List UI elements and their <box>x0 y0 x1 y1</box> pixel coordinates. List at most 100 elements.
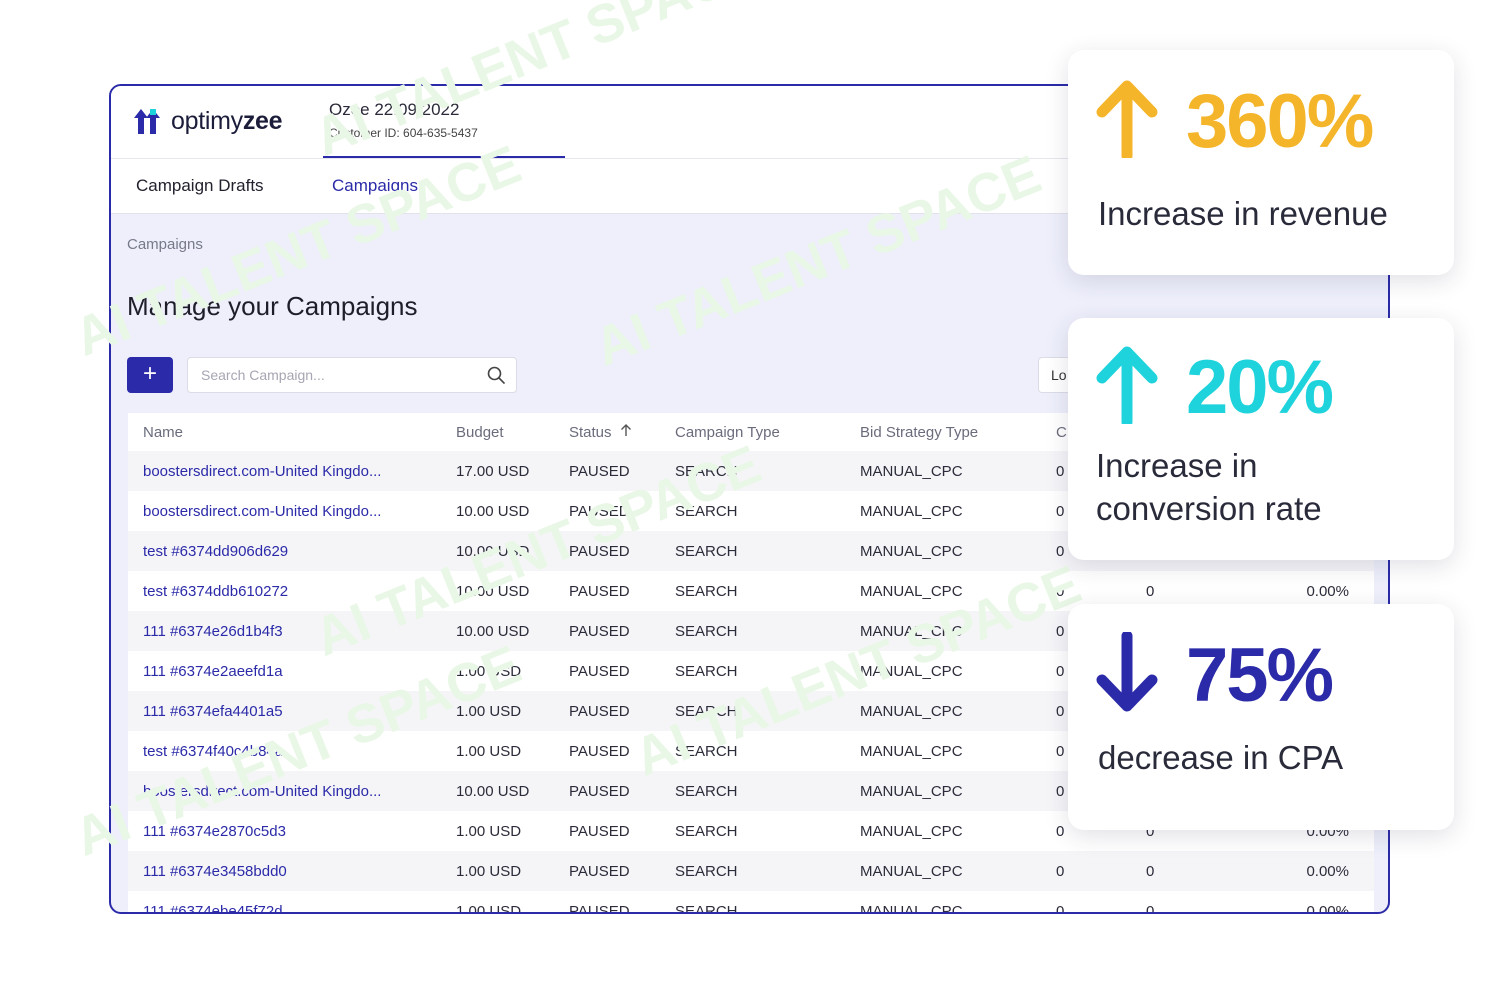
cell-budget: 10.00 USD <box>456 582 530 600</box>
column-header-status[interactable]: Status <box>554 413 660 451</box>
table-row[interactable]: test #6374f40c4b84a 1.00 USD PAUSED SEARCH M… <box>128 731 1374 771</box>
cell-7: 0.00% <box>1306 902 1349 914</box>
arrow-down-icon <box>1096 632 1158 712</box>
tab-campaigns[interactable]: Campaigns <box>332 176 418 195</box>
stat-value-cpa: 75% <box>1186 633 1334 718</box>
campaign-name-link[interactable]: boostersdirect.com-United Kingdo... <box>143 462 382 480</box>
campaign-name-link[interactable]: boostersdirect.com-United Kingdo... <box>143 782 382 800</box>
cell-status: PAUSED <box>569 902 630 914</box>
cell-campaign-type: SEARCH <box>660 531 845 571</box>
cell-campaign-type: SEARCH <box>660 771 845 811</box>
cell-7: 0.00% <box>1221 851 1374 891</box>
cell-name[interactable]: boostersdirect.com-United Kingdo... <box>128 451 441 491</box>
cell-bid-strategy: MANUAL_CPC <box>860 902 963 914</box>
campaign-name-link[interactable]: 111 #6374e26d1b4f3 <box>143 622 283 640</box>
column-header-name[interactable]: Name <box>143 423 184 441</box>
table-row[interactable]: test #6374ddb610272 10.00 USD PAUSED SEARCH… <box>128 571 1374 611</box>
table-row[interactable]: 111 #6374e3458bdd0 1.00 USD PAUSED SEARCH MA… <box>128 851 1374 891</box>
cell-bid-strategy: MANUAL_CPC <box>845 851 1041 891</box>
account-selector[interactable]: Ozee 22.09.2022 Customer ID: 604-635-543… <box>329 100 478 140</box>
cell-6: 0 <box>1146 582 1155 600</box>
customer-id: Customer ID: 604-635-5437 <box>329 126 478 140</box>
cell-status: PAUSED <box>569 822 630 840</box>
cell-name[interactable]: 111 #6374efa4401a5 <box>128 691 441 731</box>
cell-status: PAUSED <box>554 851 660 891</box>
cell-7: 0.00% <box>1306 582 1349 600</box>
cell-6: 0 <box>1131 851 1221 891</box>
table-row[interactable]: 111 #6374e2870c5d3 1.00 USD PAUSED SEARCH MA… <box>128 811 1374 851</box>
cell-campaign-type: SEARCH <box>675 582 738 600</box>
cell-name[interactable]: 111 #6374ebe45f72d <box>128 891 441 914</box>
cell-campaign-type: SEARCH <box>660 451 845 491</box>
campaign-name-link[interactable]: 111 #6374e2aeefd1a <box>143 662 283 680</box>
stat-label-conversion-line1: Increase in <box>1096 447 1258 484</box>
campaign-name-link[interactable]: 111 #6374ebe45f72d <box>143 902 283 914</box>
table-row[interactable]: 111 #6374e2aeefd1a 1.00 USD PAUSED SEARCH MA… <box>128 651 1374 691</box>
cell-campaign-type: SEARCH <box>675 502 738 520</box>
cell-bid-strategy: MANUAL_CPC <box>845 691 1041 731</box>
logo-icon <box>134 109 160 134</box>
column-header-bid-strategy-type[interactable]: Bid Strategy Type <box>860 423 979 441</box>
stat-card-revenue: 360% Increase in revenue <box>1068 50 1454 275</box>
search-icon[interactable] <box>486 365 506 385</box>
table-row[interactable]: boostersdirect.com-United Kingdo... 10.00… <box>128 491 1374 531</box>
stat-card-conversion: 20% Increase in conversion rate <box>1068 318 1454 560</box>
cell-budget: 1.00 USD <box>441 691 554 731</box>
stat-label-conversion: Increase in conversion rate <box>1096 444 1322 530</box>
cell-status: PAUSED <box>569 582 630 600</box>
cell-name[interactable]: boostersdirect.com-United Kingdo... <box>128 491 441 531</box>
cell-name[interactable]: 111 #6374e26d1b4f3 <box>128 611 441 651</box>
page-title: Manage your Campaigns <box>127 291 418 321</box>
cell-name[interactable]: test #6374ddb610272 <box>128 571 441 611</box>
cell-bid-strategy: MANUAL_CPC <box>845 771 1041 811</box>
cell-status: PAUSED <box>554 531 660 571</box>
stat-label-revenue: Increase in revenue <box>1098 195 1388 232</box>
arrow-up-icon <box>1096 346 1158 424</box>
cell-c: 0 <box>1056 502 1065 520</box>
cell-budget: 10.00 USD <box>441 771 554 811</box>
column-header-campaign-type[interactable]: Campaign Type <box>675 423 780 441</box>
cell-campaign-type: SEARCH <box>675 822 738 840</box>
cell-name[interactable]: 111 #6374e2870c5d3 <box>128 811 441 851</box>
cell-budget: 10.00 USD <box>441 611 554 651</box>
cell-6: 0 <box>1146 822 1155 840</box>
cell-name[interactable]: test #6374f40c4b84a <box>128 731 441 771</box>
cell-status: PAUSED <box>569 742 630 760</box>
cell-bid-strategy: MANUAL_CPC <box>860 582 963 600</box>
campaign-name-link[interactable]: test #6374ddb610272 <box>143 582 289 600</box>
column-header-c[interactable]: C <box>1056 423 1067 441</box>
cell-name[interactable]: test #6374dd906d629 <box>128 531 441 571</box>
cell-c: 0 <box>1056 662 1065 680</box>
campaign-name-link[interactable]: boostersdirect.com-United Kingdo... <box>143 502 382 520</box>
sort-arrow-up-icon[interactable] <box>620 423 632 437</box>
cell-campaign-type: SEARCH <box>675 902 738 914</box>
logo[interactable]: optimyzee <box>131 104 283 138</box>
cell-campaign-type: SEARCH <box>675 742 738 760</box>
search-box[interactable] <box>187 357 517 393</box>
cell-budget: 1.00 USD <box>456 662 522 680</box>
add-campaign-button[interactable]: + <box>127 357 173 393</box>
stat-label-conversion-line2: conversion rate <box>1096 490 1322 527</box>
cell-6: 0 <box>1146 902 1155 914</box>
campaign-name-link[interactable]: test #6374f40c4b84a <box>143 742 284 760</box>
campaign-name-link[interactable]: 111 #6374efa4401a5 <box>143 702 283 720</box>
cell-c: 0 <box>1056 822 1065 840</box>
campaign-name-link[interactable]: test #6374dd906d629 <box>143 542 289 560</box>
search-input[interactable] <box>188 358 468 392</box>
cell-bid-strategy: MANUAL_CPC <box>845 611 1041 651</box>
cell-budget: 10.00 USD <box>441 531 554 571</box>
cell-c: 0 <box>1056 902 1065 914</box>
cell-name[interactable]: 111 #6374e3458bdd0 <box>128 851 441 891</box>
campaign-name-link[interactable]: 111 #6374e3458bdd0 <box>143 862 287 880</box>
column-header-budget[interactable]: Budget <box>456 423 504 441</box>
cell-name[interactable]: 111 #6374e2aeefd1a <box>128 651 441 691</box>
breadcrumb[interactable]: Campaigns <box>127 236 203 253</box>
cell-budget: 1.00 USD <box>456 822 522 840</box>
cell-bid-strategy: MANUAL_CPC <box>860 502 963 520</box>
tab-campaign-drafts[interactable]: Campaign Drafts <box>136 176 264 195</box>
cell-status: PAUSED <box>554 771 660 811</box>
table-row[interactable]: 111 #6374ebe45f72d 1.00 USD PAUSED SEARCH MA… <box>128 891 1374 914</box>
cell-name[interactable]: boostersdirect.com-United Kingdo... <box>128 771 441 811</box>
table-row[interactable]: boostersdirect.com-United Kingdo... 10.00… <box>128 771 1374 811</box>
campaign-name-link[interactable]: 111 #6374e2870c5d3 <box>143 822 286 840</box>
